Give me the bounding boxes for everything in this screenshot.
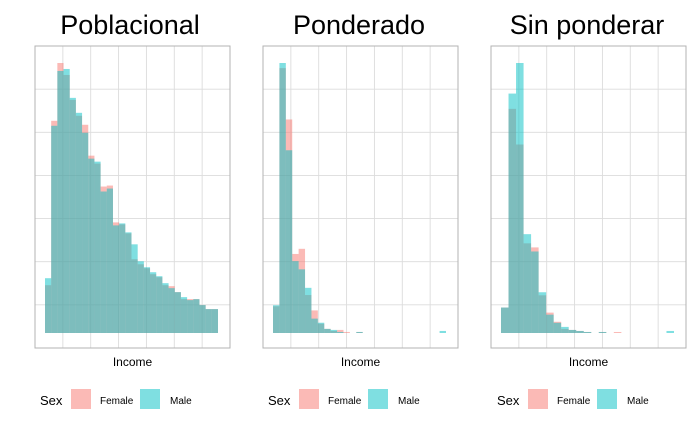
bar-male — [337, 331, 344, 333]
bar-male — [273, 305, 280, 333]
bar-male — [317, 322, 325, 333]
series-male — [273, 63, 446, 333]
legend-label-male: Male — [398, 396, 420, 407]
bar-male — [156, 276, 163, 333]
panel-ponderado: Ponderado Income Sex Female Male — [262, 10, 459, 409]
bar-male — [311, 318, 318, 333]
bar-male — [583, 331, 592, 333]
panels: Poblacional Income Sex Female Male Ponderado I… — [34, 10, 687, 409]
bar-male — [576, 330, 584, 333]
plot-frame — [490, 45, 687, 349]
bar-male — [324, 328, 331, 333]
bar-male — [82, 132, 89, 333]
bar-male — [88, 158, 95, 333]
plot-frame — [34, 45, 231, 349]
x-axis-label: Income — [341, 355, 381, 369]
bar-female — [343, 331, 350, 333]
bar-female — [337, 329, 344, 333]
bar-male — [211, 309, 218, 333]
bar-male — [538, 292, 547, 333]
legend-title: Sex — [40, 393, 63, 408]
plot-frame — [262, 45, 459, 349]
legend-label-female: Female — [328, 396, 362, 407]
bar-male — [546, 314, 554, 333]
legend: Sex Female Male — [40, 389, 192, 409]
bar-male — [298, 269, 306, 333]
bar-male — [125, 232, 132, 333]
legend-swatch-male — [597, 389, 617, 409]
bar-male — [523, 234, 532, 333]
legend-swatch-male — [368, 389, 388, 409]
legend-swatch-female — [528, 389, 548, 409]
bar-male — [356, 331, 363, 333]
bar-male — [162, 283, 169, 333]
bar-male — [598, 331, 607, 333]
bar-male — [45, 278, 52, 333]
bar-male — [516, 63, 524, 333]
bar-male — [501, 307, 509, 333]
bar-male — [143, 267, 151, 333]
x-axis-label: Income — [569, 355, 609, 369]
bar-male — [205, 309, 212, 333]
bar-male — [531, 251, 539, 333]
bar-male — [131, 244, 138, 333]
series-male — [45, 68, 218, 334]
bar-male — [94, 161, 101, 333]
legend-title: Sex — [268, 393, 291, 408]
panel-title: Ponderado — [293, 10, 425, 40]
bar-male — [174, 292, 181, 333]
bar-male — [137, 261, 144, 333]
bar-male — [100, 191, 107, 333]
bar-male — [106, 188, 113, 333]
bar-male — [112, 225, 120, 333]
bar-male — [69, 97, 76, 334]
bar-male — [330, 329, 338, 333]
bar-male — [187, 300, 194, 333]
legend-title: Sex — [497, 393, 520, 408]
bar-male — [285, 150, 293, 333]
bar-male — [63, 68, 70, 333]
bar-male — [666, 330, 674, 333]
legend-label-female: Female — [557, 396, 591, 407]
bar-male — [439, 330, 446, 333]
legend-swatch-female — [71, 389, 91, 409]
bar-male — [168, 288, 175, 333]
bar-male — [180, 297, 188, 333]
series-male — [501, 63, 674, 333]
panel-title: Poblacional — [60, 10, 200, 40]
bar-male — [568, 329, 577, 333]
legend: Sex Female Male — [497, 389, 649, 409]
legend: Sex Female Male — [268, 389, 420, 409]
legend-swatch-male — [140, 389, 160, 409]
x-axis-label: Income — [113, 355, 153, 369]
bar-male — [561, 326, 569, 333]
bar-male — [199, 305, 206, 333]
legend-label-male: Male — [627, 396, 649, 407]
bar-male — [292, 261, 299, 333]
bar-male — [150, 272, 157, 333]
panel-title: Sin ponderar — [510, 10, 665, 40]
bar-male — [57, 70, 64, 333]
bar-male — [75, 112, 83, 333]
bar-female — [613, 331, 622, 333]
bar-male — [279, 63, 286, 333]
bar-male — [119, 223, 126, 333]
panel-poblacional: Poblacional Income Sex Female Male — [34, 10, 231, 409]
bar-male — [51, 125, 58, 334]
bar-male — [305, 287, 312, 333]
legend-label-female: Female — [100, 396, 134, 407]
legend-swatch-female — [299, 389, 319, 409]
bar-male — [508, 93, 517, 333]
legend-label-male: Male — [170, 396, 192, 407]
panel-sin-ponderar: Sin ponderar Income Sex Female Male — [490, 10, 687, 409]
bar-male — [553, 322, 562, 333]
bar-male — [193, 299, 200, 333]
